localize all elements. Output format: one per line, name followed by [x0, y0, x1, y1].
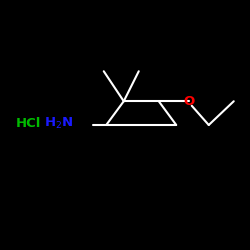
Text: HCl: HCl: [16, 117, 42, 130]
Text: H$_2$N: H$_2$N: [44, 116, 74, 131]
Text: O: O: [183, 95, 194, 108]
